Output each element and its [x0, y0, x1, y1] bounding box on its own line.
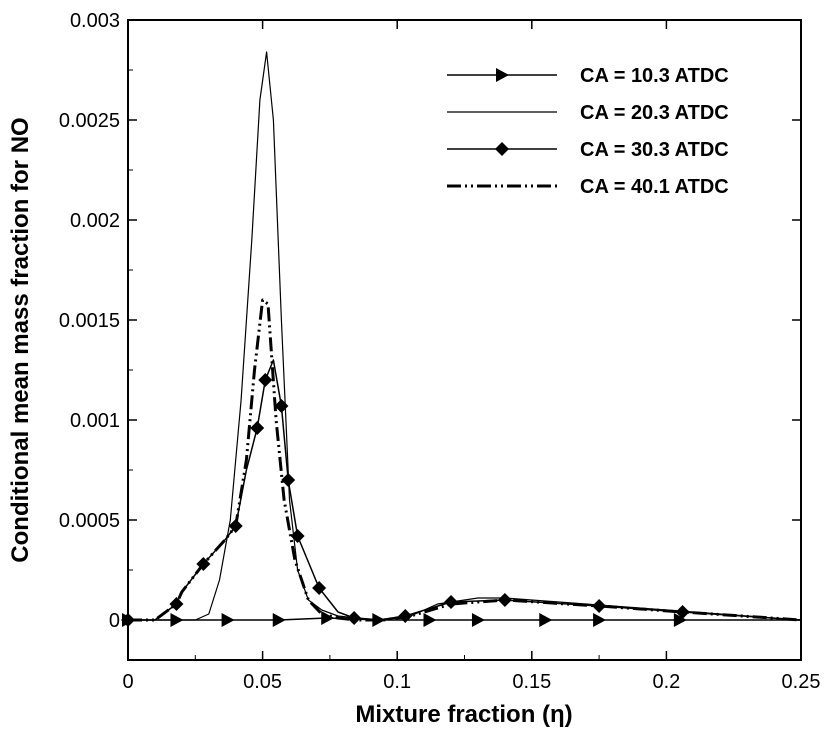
series-0 [122, 611, 801, 627]
legend-label: CA = 30.3 ATDC [580, 139, 729, 161]
diamond-marker [274, 399, 289, 413]
x-tick-label: 0.2 [652, 671, 680, 693]
legend: CA = 10.3 ATDC CA = 20.3 ATDC CA = 30.3 AT… [447, 65, 729, 198]
y-tick-label: 0.002 [70, 210, 120, 232]
triangle-marker [372, 613, 386, 627]
x-tick-label: 0.25 [782, 671, 821, 693]
triangle-marker [321, 611, 335, 625]
triangle-marker [170, 613, 184, 627]
triangle-marker [122, 613, 135, 627]
series-line [128, 359, 802, 621]
triangle-marker [272, 613, 286, 627]
diamond-marker [258, 373, 273, 387]
y-axis-title: Conditional mean mass fraction for NO [7, 117, 34, 562]
diamond-marker [312, 581, 327, 595]
diamond-marker [497, 593, 512, 607]
legend-label: CA = 20.3 ATDC [580, 102, 729, 124]
series-1 [128, 51, 802, 621]
series-layer [121, 51, 802, 627]
diamond-marker [592, 599, 607, 613]
y-tick-label: 0.001 [70, 410, 120, 432]
series-3 [128, 298, 802, 622]
legend-label: CA = 40.1 ATDC [580, 176, 729, 198]
diamond-marker [281, 473, 296, 487]
x-tick-label: 0.1 [383, 671, 411, 693]
diamond-marker [675, 605, 690, 619]
diamond-marker [228, 519, 243, 533]
triangle-marker [673, 613, 687, 627]
triangle-marker [496, 68, 509, 82]
diamond-marker [347, 611, 362, 625]
diamond-marker [495, 142, 509, 156]
x-tick-label: 0.15 [512, 671, 551, 693]
y-tick-label: 0.0005 [59, 510, 120, 532]
triangle-marker [423, 613, 437, 627]
y-tick-label: 0.0015 [59, 310, 120, 332]
legend-label: CA = 10.3 ATDC [580, 65, 729, 87]
triangle-marker [221, 613, 235, 627]
triangle-marker [471, 613, 485, 627]
y-tick-label: 0.0025 [59, 110, 120, 132]
diamond-marker [169, 597, 184, 611]
diamond-marker [290, 529, 305, 543]
diamond-marker [250, 421, 265, 435]
x-tick-label: 0 [122, 671, 133, 693]
diamond-marker [398, 609, 413, 623]
axis-ticks: 0 0.05 0.1 0.15 0.2 0.25 0 0.0005 0.001 0.0015 0.0… [59, 10, 821, 693]
series-line [128, 51, 802, 621]
diamond-marker [196, 557, 211, 571]
diamond-marker [444, 595, 459, 609]
x-axis-title: Mixture fraction (η) [355, 701, 572, 728]
y-tick-label: 0 [109, 610, 120, 632]
series-line [128, 617, 801, 621]
series-line [128, 298, 802, 622]
series-2 [121, 359, 802, 627]
triangle-marker [539, 613, 553, 627]
triangle-marker [593, 613, 607, 627]
x-tick-label: 0.05 [243, 671, 282, 693]
y-tick-label: 0.003 [70, 10, 120, 32]
